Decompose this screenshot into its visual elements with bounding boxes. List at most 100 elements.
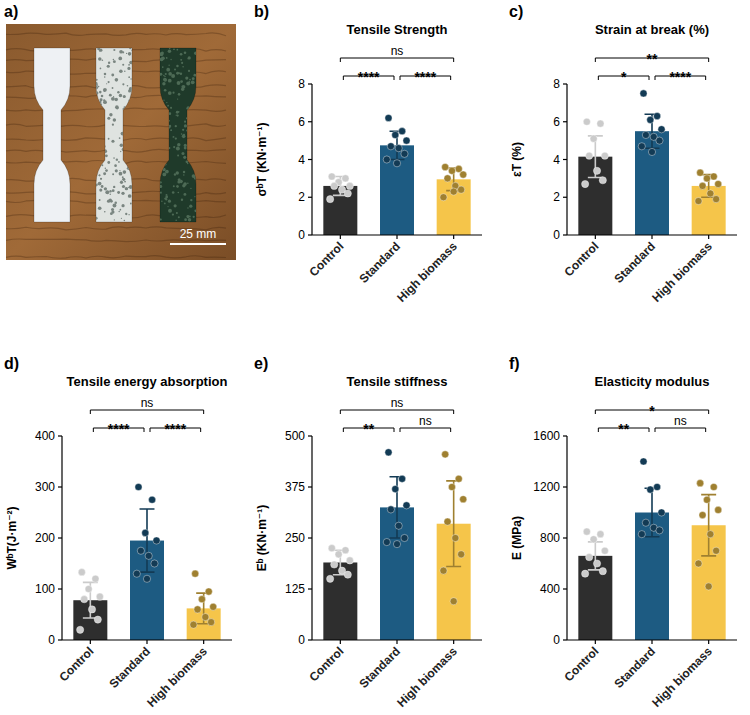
speckle xyxy=(104,76,106,78)
speckle xyxy=(187,216,189,218)
speckle xyxy=(160,218,162,220)
speckle xyxy=(124,220,126,222)
y-tick xyxy=(58,486,62,487)
data-point xyxy=(327,575,334,582)
x-tick xyxy=(203,640,204,644)
data-point xyxy=(707,190,714,197)
speckle xyxy=(99,175,101,177)
speckle xyxy=(184,124,187,127)
significance-bracket xyxy=(655,428,706,432)
data-point xyxy=(143,575,150,582)
speckle xyxy=(177,49,179,51)
speckle xyxy=(173,48,175,50)
speckle xyxy=(166,102,167,103)
data-point xyxy=(658,126,665,133)
speckle xyxy=(114,98,117,101)
x-tick-label: Control xyxy=(56,644,96,684)
marks xyxy=(578,458,725,640)
marks xyxy=(578,90,725,235)
speckle xyxy=(128,194,132,198)
speckle xyxy=(177,98,178,99)
speckle xyxy=(168,91,172,95)
speckle xyxy=(183,193,186,196)
data-point xyxy=(599,568,606,575)
speckle xyxy=(109,94,112,97)
y-tick xyxy=(58,537,62,538)
speckle xyxy=(111,74,114,77)
speckle xyxy=(186,215,189,218)
data-point xyxy=(656,137,663,144)
speckle xyxy=(122,176,124,178)
speckle xyxy=(176,147,180,151)
y-tick-label: 2 xyxy=(553,190,560,204)
data-point xyxy=(444,175,451,182)
y-axis-title: εT (%) xyxy=(510,142,524,177)
speckle xyxy=(159,120,161,122)
speckle xyxy=(188,218,191,221)
speckle xyxy=(180,53,183,56)
speckle xyxy=(119,94,122,97)
speckle xyxy=(120,181,123,184)
speckle xyxy=(111,208,114,211)
y-tick-label: 800 xyxy=(540,531,560,545)
chart-title: Elasticity modulus xyxy=(595,374,710,389)
data-point xyxy=(385,114,392,121)
data-point xyxy=(92,575,99,582)
speckle xyxy=(181,133,183,135)
speckle xyxy=(123,95,126,98)
data-point xyxy=(137,547,144,554)
speckle xyxy=(184,147,187,150)
data-point xyxy=(452,534,459,541)
data-point xyxy=(403,502,410,509)
speckle xyxy=(162,82,165,85)
speckle xyxy=(122,185,125,188)
speckle xyxy=(187,207,188,208)
speckle xyxy=(122,83,124,85)
chart-title: Tensile Strength xyxy=(347,22,448,37)
chart-panel: c)Strain at break (%)02468εT (%)ControlS… xyxy=(509,3,737,305)
speckle xyxy=(131,93,132,94)
speckle xyxy=(105,154,108,157)
speckle xyxy=(121,132,125,136)
significance-label: ns xyxy=(419,414,432,428)
speckle xyxy=(193,163,194,164)
speckle xyxy=(126,53,127,54)
specimen xyxy=(96,48,132,222)
speckle xyxy=(97,163,99,165)
x-tick xyxy=(396,640,397,644)
significance-label: **** xyxy=(414,69,436,85)
significance-label: **** xyxy=(164,421,186,437)
speckle xyxy=(190,188,191,189)
bar xyxy=(578,157,612,235)
speckle xyxy=(112,124,114,126)
data-point xyxy=(710,483,717,490)
speckle xyxy=(103,149,107,153)
speckle xyxy=(176,115,177,116)
speckle xyxy=(122,108,124,110)
speckle xyxy=(160,106,162,108)
y-tick-label: 6 xyxy=(298,115,305,129)
speckle xyxy=(164,163,166,165)
speckle xyxy=(188,150,191,153)
speckle xyxy=(176,72,179,75)
speckle xyxy=(124,71,126,73)
y-tick xyxy=(308,486,312,487)
speckle xyxy=(172,191,175,194)
speckle xyxy=(177,114,179,116)
y-tick xyxy=(563,197,567,198)
speckle xyxy=(181,152,184,155)
bar xyxy=(437,179,471,235)
speckle xyxy=(127,67,130,70)
y-tick-label: 4 xyxy=(553,153,560,167)
y-tick-label: 500 xyxy=(285,429,305,443)
x-tick xyxy=(595,640,596,644)
x-tick xyxy=(708,640,709,644)
panel-label: e) xyxy=(254,355,268,372)
speckle xyxy=(166,160,168,162)
x-tick-label: High biomass xyxy=(649,644,715,710)
speckle xyxy=(175,125,177,127)
speckle xyxy=(99,199,101,201)
data-point xyxy=(597,120,604,127)
x-tick xyxy=(708,235,709,239)
speckle xyxy=(172,92,174,94)
